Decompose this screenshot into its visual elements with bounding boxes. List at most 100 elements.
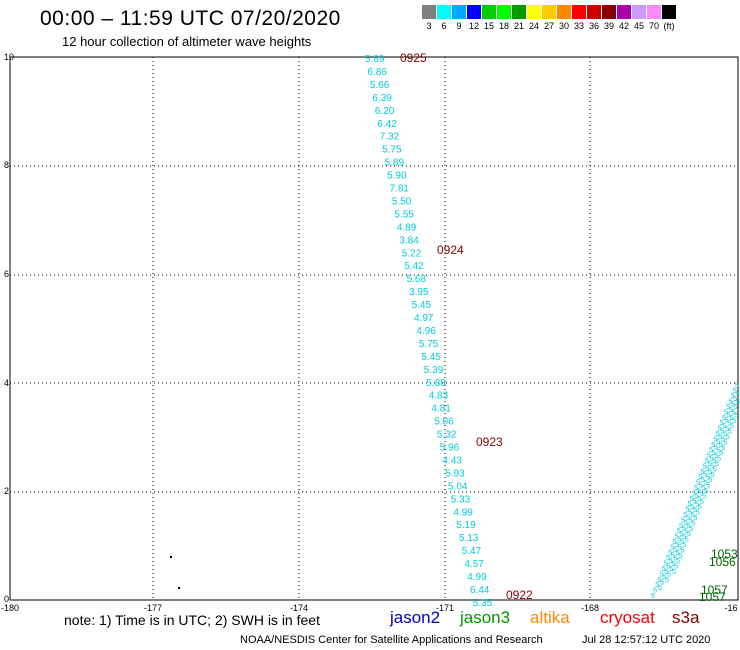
track-glyph: 5: [695, 493, 699, 500]
track-glyph: 5: [716, 439, 720, 446]
legend-labels: 3 6 9 12 15 18 21 24 27 30 33 36 39 42 45 70 (ft): [422, 19, 740, 33]
track-glyph: 5: [694, 515, 698, 522]
track-glyph: 5: [658, 585, 662, 592]
wave-height-label: 5.22: [402, 248, 422, 259]
track-glyph: 5: [679, 553, 683, 560]
track-glyph: 5: [736, 399, 740, 406]
legend-label: 15: [483, 21, 495, 31]
track-glyph: 5: [735, 382, 739, 389]
wave-height-label: 5.89: [365, 54, 385, 65]
track-glyph: 5: [701, 469, 705, 476]
track-glyph: 5: [673, 547, 677, 554]
legend-swatch: [572, 5, 587, 19]
legend-swatch: [587, 5, 602, 19]
wave-height-label: 4.83: [429, 391, 449, 402]
track-glyph: 5: [667, 572, 671, 579]
track-glyph: 5: [720, 428, 724, 435]
track-glyph: 5: [708, 461, 712, 468]
wave-height-label: 5.88: [426, 378, 446, 389]
track-glyph: 5: [707, 453, 711, 460]
track-glyph: 5: [698, 504, 702, 511]
x-axis-label: -168: [581, 603, 599, 613]
track-glyph: 5: [676, 558, 680, 565]
track-glyph: 5: [704, 480, 708, 487]
track-glyph: 5: [687, 523, 691, 530]
track-glyph: 5: [667, 563, 671, 570]
legend-swatch: [512, 5, 527, 19]
pass-time-label-right: 1056: [709, 555, 736, 569]
track-glyph: 5: [720, 420, 724, 427]
legend-swatch: [467, 5, 482, 19]
wave-height-label: 4.99: [467, 572, 487, 583]
wave-height-label: 4.43: [442, 455, 462, 466]
x-axis-label: -180: [1, 603, 19, 613]
legend-label: (ft): [663, 21, 675, 31]
legend-swatch: [602, 5, 617, 19]
track-glyph: 5: [732, 418, 736, 425]
x-axis-label: -177: [144, 603, 162, 613]
wave-height-label: 6.44: [470, 585, 490, 596]
track-glyph: 5: [675, 542, 679, 549]
track-glyph: 5: [682, 526, 686, 533]
wave-height-label: 7.81: [390, 184, 410, 195]
track-glyph: 5: [688, 501, 692, 508]
track-glyph: 5: [711, 472, 715, 479]
track-glyph: 5: [666, 555, 670, 562]
y-axis-label: 8: [4, 160, 9, 170]
wave-height-label: 5.68: [407, 274, 427, 285]
track-glyph: 5: [696, 510, 700, 517]
satellite-jason3: jason3: [460, 608, 511, 627]
wave-height-label: 5.04: [448, 481, 468, 492]
track-glyph: 5: [732, 410, 736, 417]
track-glyph: 5: [668, 550, 672, 557]
track-glyph: 5: [704, 488, 708, 495]
track-glyph: 5: [681, 547, 685, 554]
wave-height-label: 6.39: [372, 93, 392, 104]
wave-height-label: 5.90: [387, 171, 407, 182]
track-glyph: 5: [694, 485, 698, 492]
wave-height-label: 5.89: [385, 158, 405, 169]
track-glyph: 5: [711, 442, 715, 449]
track-glyph: 5: [719, 450, 723, 457]
wave-height-label: 5.42: [404, 261, 424, 272]
track-glyph: 5: [689, 526, 693, 533]
wave-height-label: 5.47: [462, 546, 482, 557]
wave-height-label: 4.81: [431, 404, 451, 415]
track-glyph: 5: [701, 477, 705, 484]
wave-height-label: 4.97: [414, 313, 434, 324]
wave-height-label: 5.06: [434, 417, 454, 428]
track-glyph: 5: [660, 580, 664, 587]
legend-swatch: [452, 5, 467, 19]
wave-height-label: 5.19: [456, 520, 476, 531]
track-glyph: 5: [705, 466, 709, 473]
wave-height-label: 5.45: [412, 300, 432, 311]
pass-time-label-right: 1053: [711, 547, 738, 561]
map-subtitle: 12 hour collection of altimeter wave hei…: [62, 34, 312, 49]
track-glyph: 5: [727, 412, 731, 419]
wave-height-label: 6.42: [377, 119, 397, 130]
legend-label: 9: [456, 21, 462, 31]
track-glyph: 5: [730, 423, 734, 430]
track-glyph: 5: [689, 518, 693, 525]
wave-height-label: 5.75: [419, 339, 439, 350]
wave-height-label: 6.86: [367, 67, 387, 78]
wave-height-label: 5.35: [473, 598, 493, 609]
track-glyph: 5: [696, 480, 700, 487]
track-glyph: 5: [669, 558, 673, 565]
pass-time-label: 0924: [437, 243, 464, 257]
track-glyph: 5: [680, 539, 684, 546]
wave-height-label: 4.89: [397, 222, 417, 233]
wave-height-label: 5.75: [382, 145, 402, 156]
track-glyph: 5: [698, 474, 702, 481]
legend-label: 45: [633, 21, 645, 31]
track-glyph: 5: [702, 485, 706, 492]
track-glyph: 5: [725, 426, 729, 433]
track-glyph: 5: [735, 391, 739, 398]
track-glyph: 5: [697, 496, 701, 503]
wave-height-label: 5.55: [394, 209, 414, 220]
track-glyph: 5: [653, 588, 657, 595]
track-glyph: 5: [700, 499, 704, 506]
wave-height-label: 3.95: [409, 287, 429, 298]
wave-height-label: 4.99: [453, 507, 473, 518]
track-glyph: 5: [717, 456, 721, 463]
